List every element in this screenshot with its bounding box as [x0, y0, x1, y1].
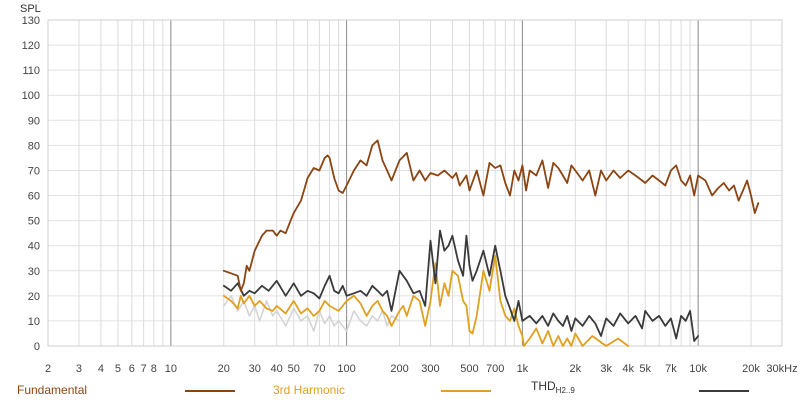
- x-tick-label: 4: [98, 363, 104, 375]
- series-line-background: [223, 295, 401, 332]
- y-tick-label: 90: [28, 115, 40, 127]
- x-tick-label: 5k: [639, 363, 651, 375]
- y-tick-label: 40: [28, 241, 40, 253]
- x-tick-labels: 2 3 4 5 6 7 8 10 20 30 40 50 70 100 200 300 500 700 1k 2k 3k…: [45, 363, 798, 375]
- y-tick-label: 60: [28, 191, 40, 203]
- x-tick-label: 30kHz: [766, 363, 797, 375]
- legend-fundamental-swatch: [185, 390, 235, 392]
- series-line-3rd-harmonic: [222, 254, 630, 347]
- series-line-fundamental: [222, 139, 760, 292]
- x-tick-label: 20k: [742, 363, 760, 375]
- y-tick-label: 10: [28, 316, 40, 328]
- series-line-thd-h2-9: [222, 229, 699, 342]
- x-tick-label: 30: [249, 363, 261, 375]
- x-tick-label: 300: [421, 363, 439, 375]
- legend-thd-swatch: [699, 390, 749, 392]
- x-tick-label: 200: [390, 363, 408, 375]
- y-tick-label: 120: [22, 40, 40, 52]
- x-tick-label: 5: [115, 363, 121, 375]
- x-tick-label: 8: [151, 363, 157, 375]
- x-tick-label: 20: [218, 363, 230, 375]
- x-tick-label: 70: [313, 363, 325, 375]
- legend-thd-main: THD: [531, 379, 556, 393]
- x-tick-label: 4k: [622, 363, 634, 375]
- y-tick-label: 110: [22, 65, 40, 77]
- legend-third-harmonic-swatch: [441, 390, 491, 392]
- x-tick-label: 2: [45, 363, 51, 375]
- x-tick-label: 50: [288, 363, 300, 375]
- plot-frame: [47, 19, 783, 347]
- x-tick-label: 2k: [569, 363, 581, 375]
- series-lines: [222, 139, 760, 347]
- y-tick-labels: 0 10 20 30 40 50 60 70 80 90 100 110 120 130: [22, 15, 40, 353]
- y-tick-label: 0: [34, 341, 40, 353]
- x-tick-label: 10: [165, 363, 177, 375]
- legend-fundamental-label: Fundamental: [17, 383, 88, 397]
- legend-thd-label: THDH2..9: [531, 379, 575, 395]
- y-tick-label: 70: [28, 165, 40, 177]
- y-tick-label: 130: [22, 15, 40, 27]
- y-tick-label: 50: [28, 216, 40, 228]
- x-tick-label: 10k: [689, 363, 707, 375]
- y-tick-label: 30: [28, 266, 40, 278]
- legend: Fundamental 3rd Harmonic THDH2..9: [0, 378, 800, 400]
- x-tick-label: 1k: [517, 363, 529, 375]
- x-tick-label: 7k: [665, 363, 677, 375]
- x-tick-label: 7: [141, 363, 147, 375]
- x-tick-label: 40: [271, 363, 283, 375]
- legend-thd-sub: H2..9: [555, 386, 575, 395]
- y-axis-label: SPL: [20, 3, 41, 15]
- x-tick-label: 3: [76, 363, 82, 375]
- x-tick-label: 6: [129, 363, 135, 375]
- x-tick-label: 3k: [600, 363, 612, 375]
- legend-third-harmonic-label: 3rd Harmonic: [273, 383, 346, 397]
- x-tick-label: 500: [460, 363, 478, 375]
- y-tick-label: 80: [28, 140, 40, 152]
- x-tick-label: 700: [486, 363, 504, 375]
- x-tick-label: 100: [337, 363, 355, 375]
- y-tick-label: 20: [28, 291, 40, 303]
- y-tick-label: 100: [22, 90, 40, 102]
